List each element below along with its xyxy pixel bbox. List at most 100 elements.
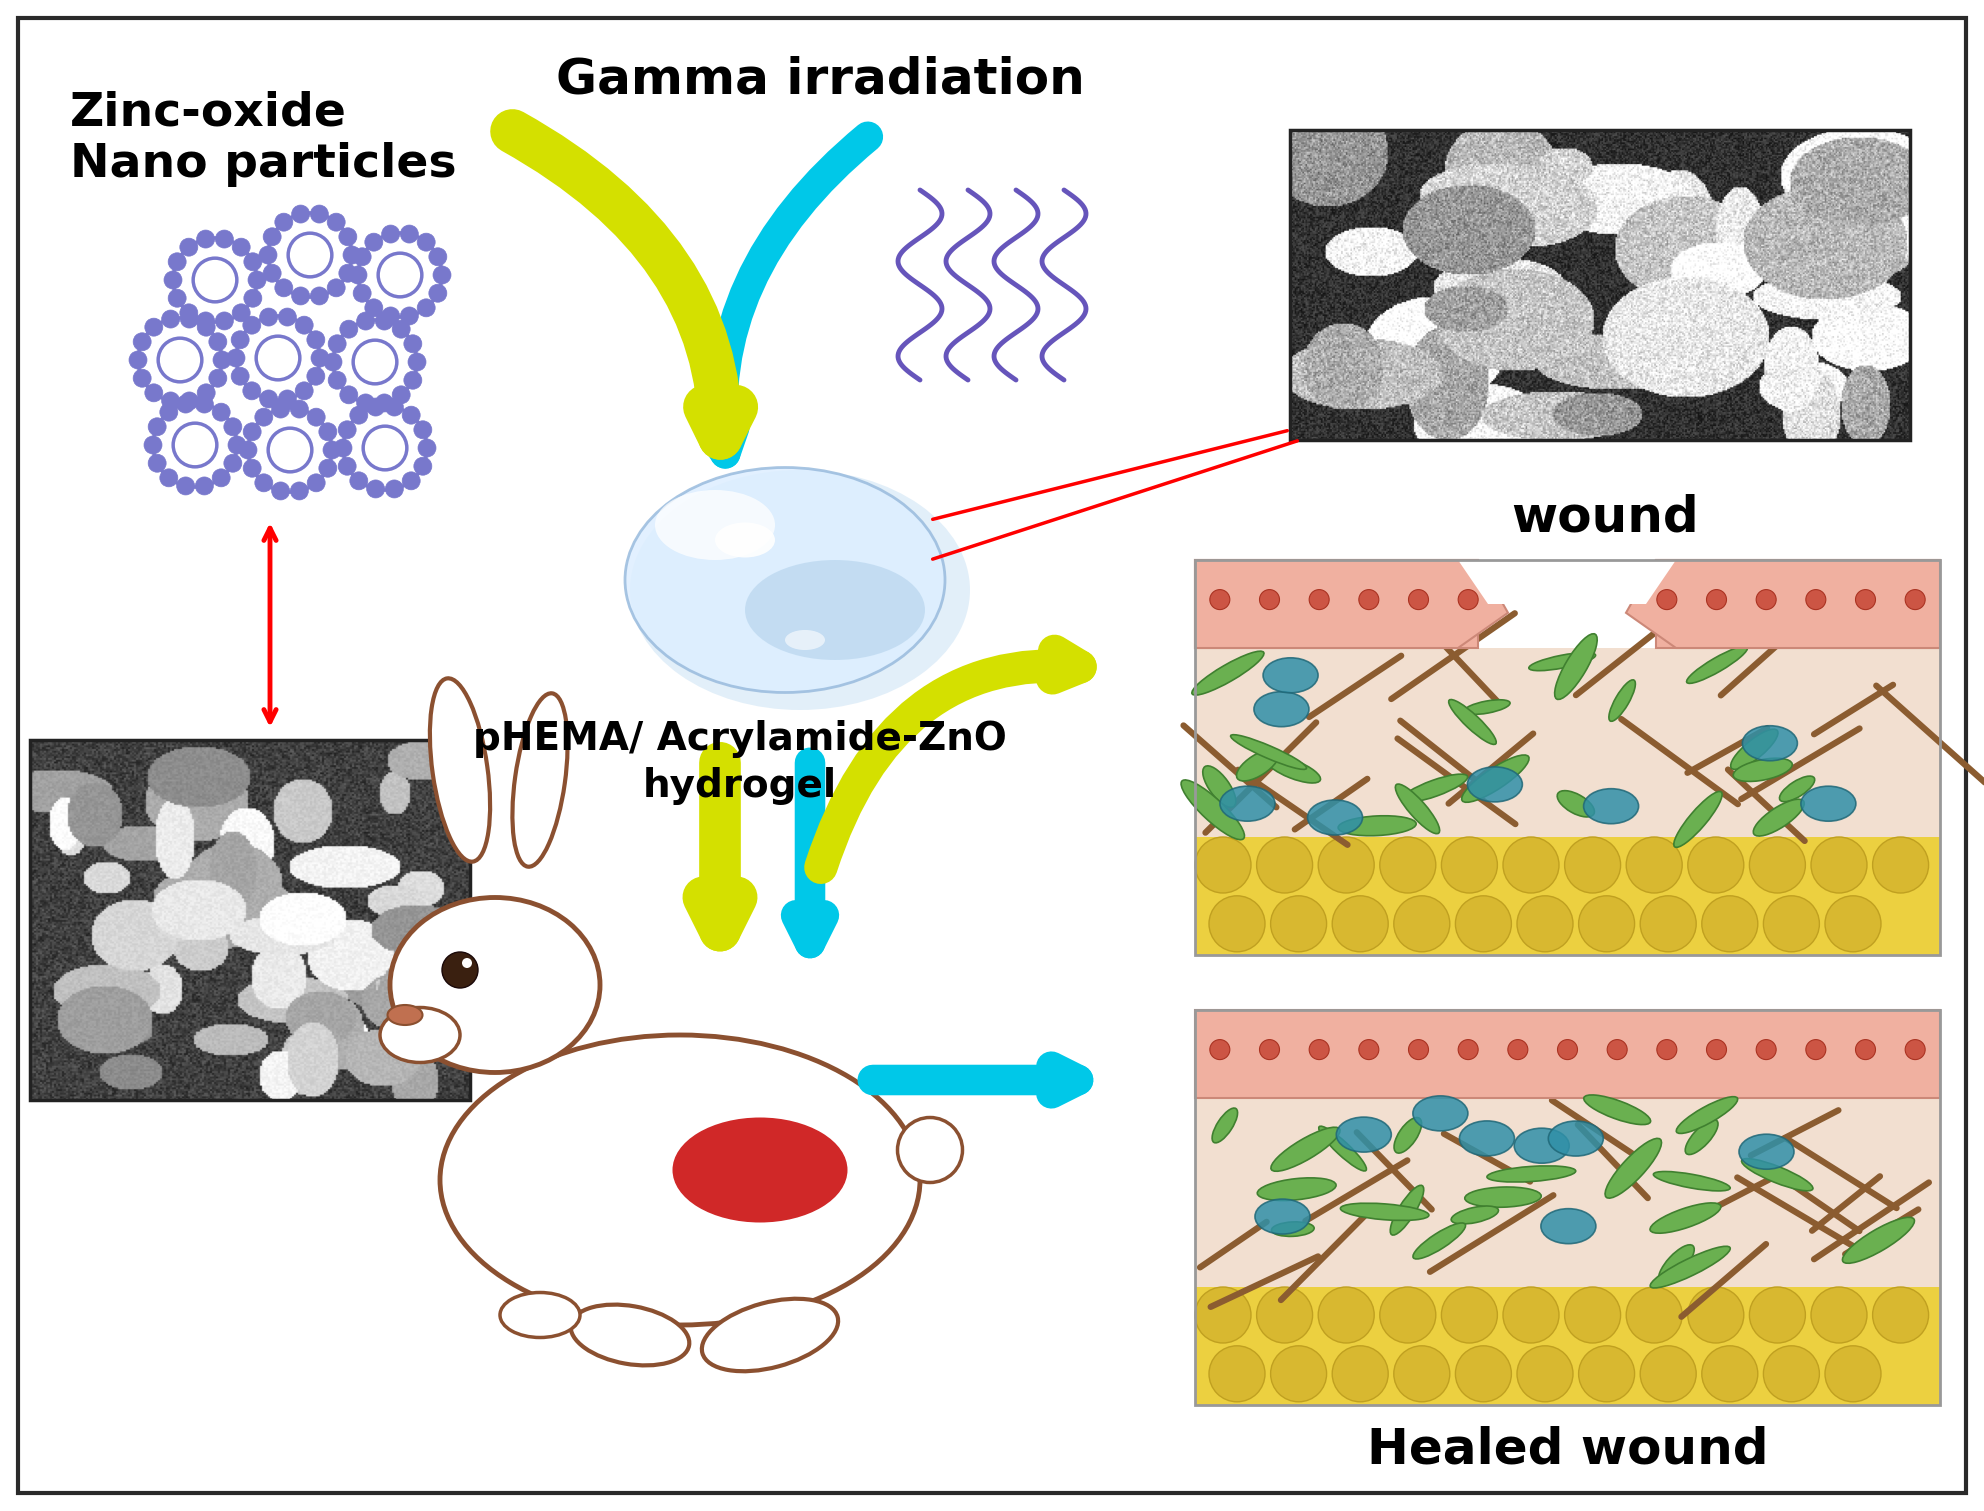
Circle shape — [323, 441, 341, 459]
Circle shape — [212, 351, 230, 369]
Circle shape — [177, 394, 194, 413]
Circle shape — [1641, 896, 1696, 952]
Ellipse shape — [1307, 799, 1363, 836]
Circle shape — [1194, 1287, 1252, 1343]
Ellipse shape — [1256, 1200, 1309, 1234]
Ellipse shape — [1401, 774, 1468, 802]
Circle shape — [403, 406, 421, 425]
Circle shape — [1256, 1287, 1313, 1343]
Ellipse shape — [1266, 756, 1321, 783]
Circle shape — [349, 406, 367, 425]
Bar — [1194, 561, 1940, 955]
Circle shape — [367, 397, 385, 416]
Circle shape — [1579, 896, 1635, 952]
Circle shape — [254, 474, 274, 493]
Ellipse shape — [431, 678, 490, 861]
Circle shape — [365, 299, 383, 317]
Circle shape — [1331, 896, 1389, 952]
Circle shape — [1756, 589, 1776, 609]
Polygon shape — [1458, 561, 1676, 604]
Circle shape — [429, 284, 446, 302]
Circle shape — [1317, 1287, 1375, 1343]
Circle shape — [339, 264, 357, 283]
Circle shape — [375, 313, 393, 329]
Circle shape — [145, 437, 163, 453]
Ellipse shape — [1740, 1135, 1794, 1170]
Circle shape — [1579, 1346, 1635, 1402]
Ellipse shape — [1395, 784, 1440, 834]
Bar — [1194, 561, 1478, 648]
Circle shape — [1409, 589, 1428, 609]
Circle shape — [1504, 837, 1559, 893]
Circle shape — [248, 270, 266, 289]
Circle shape — [353, 248, 371, 266]
Ellipse shape — [673, 1118, 847, 1222]
Circle shape — [1379, 837, 1436, 893]
Circle shape — [254, 408, 274, 426]
Circle shape — [232, 331, 250, 349]
Ellipse shape — [655, 490, 776, 561]
Circle shape — [278, 390, 296, 408]
Circle shape — [1208, 1346, 1266, 1402]
Ellipse shape — [1220, 786, 1276, 820]
Circle shape — [1359, 1040, 1379, 1059]
Ellipse shape — [1583, 1095, 1651, 1124]
Ellipse shape — [1653, 1171, 1730, 1191]
Ellipse shape — [1319, 1126, 1367, 1171]
Circle shape — [169, 252, 186, 270]
Circle shape — [367, 480, 385, 499]
Ellipse shape — [1391, 1185, 1425, 1234]
Circle shape — [1379, 1287, 1436, 1343]
Circle shape — [242, 382, 260, 400]
Circle shape — [343, 246, 361, 264]
Circle shape — [177, 477, 194, 496]
Circle shape — [1756, 1040, 1776, 1059]
Ellipse shape — [1609, 680, 1635, 721]
Circle shape — [292, 287, 310, 305]
Circle shape — [1607, 1040, 1627, 1059]
Circle shape — [1873, 837, 1928, 893]
Circle shape — [224, 417, 242, 435]
Circle shape — [1260, 589, 1280, 609]
Circle shape — [181, 304, 198, 322]
Circle shape — [319, 459, 337, 477]
Bar — [1194, 1287, 1940, 1405]
Ellipse shape — [500, 1292, 579, 1337]
Circle shape — [1855, 589, 1875, 609]
Circle shape — [260, 308, 278, 326]
Circle shape — [1805, 1040, 1825, 1059]
Circle shape — [1208, 896, 1266, 952]
Circle shape — [415, 458, 433, 476]
Ellipse shape — [1583, 789, 1639, 823]
Circle shape — [1905, 589, 1924, 609]
Ellipse shape — [897, 1118, 962, 1183]
Ellipse shape — [631, 470, 970, 710]
Circle shape — [349, 471, 367, 490]
Text: Gamma irradiation: Gamma irradiation — [556, 54, 1085, 103]
Ellipse shape — [1686, 647, 1748, 683]
Circle shape — [196, 311, 214, 329]
Ellipse shape — [714, 523, 776, 558]
Circle shape — [381, 307, 399, 325]
Ellipse shape — [1448, 700, 1496, 745]
Circle shape — [1750, 837, 1805, 893]
Circle shape — [1456, 1346, 1512, 1402]
Circle shape — [1442, 837, 1498, 893]
Ellipse shape — [1464, 700, 1510, 715]
Ellipse shape — [1462, 756, 1530, 802]
Circle shape — [1811, 837, 1867, 893]
Circle shape — [357, 313, 375, 329]
Circle shape — [242, 316, 260, 334]
Circle shape — [1508, 1040, 1528, 1059]
Ellipse shape — [391, 898, 599, 1073]
Circle shape — [433, 266, 450, 284]
Ellipse shape — [1258, 1179, 1335, 1201]
Ellipse shape — [1460, 1121, 1514, 1156]
Circle shape — [419, 440, 436, 456]
Circle shape — [417, 299, 434, 317]
Circle shape — [1702, 1346, 1758, 1402]
Circle shape — [333, 440, 351, 456]
Circle shape — [1395, 896, 1450, 952]
Circle shape — [272, 400, 290, 419]
Ellipse shape — [1742, 1159, 1813, 1191]
